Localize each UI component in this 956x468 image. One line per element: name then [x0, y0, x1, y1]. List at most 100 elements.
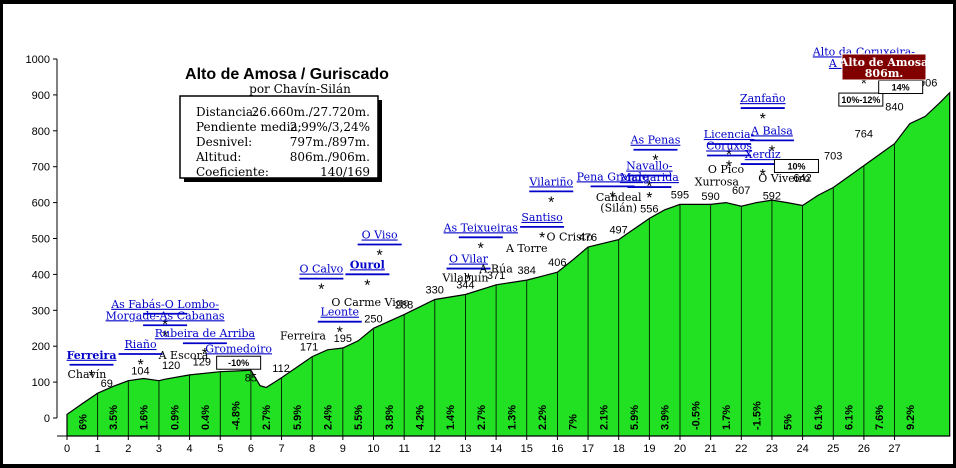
- altitude-label: 406: [548, 257, 566, 269]
- y-tick-label: 200: [32, 341, 50, 353]
- profile-fill: [66, 91, 951, 437]
- place-name-blue: As Teixueiras: [443, 221, 519, 234]
- gradient-label: 2.1%: [598, 405, 610, 430]
- place-star: *: [652, 153, 658, 170]
- altitude-label: 104: [131, 366, 149, 378]
- gradient-label: 1.4%: [445, 405, 457, 430]
- callout-box: [216, 355, 262, 370]
- place-name-blue: As Penas: [630, 134, 681, 147]
- gradient-label: 6%: [77, 414, 89, 430]
- altitude-label: 112: [272, 363, 290, 375]
- x-tick-label: 8: [309, 443, 315, 455]
- gradient-label: 3.5%: [108, 405, 120, 430]
- place-star: *: [646, 190, 652, 207]
- altitude-label: 129: [193, 357, 211, 369]
- y-tick-label: 0: [44, 413, 50, 425]
- place-star: *: [318, 282, 324, 299]
- info-row-label: Distancia:: [196, 105, 257, 119]
- place-name-blue: Leonte: [321, 306, 359, 319]
- summit-badge: Alto de Amosa 806m.: [839, 53, 928, 81]
- x-tick-label: 23: [766, 443, 778, 455]
- x-tick-label: 4: [187, 443, 193, 455]
- profile-marks: 6% 3.5% 1.6% 0.9% 0.4% -4.8% 2.7% 5.9% 2.4% 5.5% 3…: [77, 78, 937, 436]
- place-name-blue: Margarida: [620, 171, 679, 184]
- x-tick-label: 18: [613, 443, 625, 455]
- place-name-black: A Torre: [505, 242, 548, 255]
- callout-text: 10%: [787, 161, 805, 171]
- gradient-label: 0.9%: [169, 405, 181, 430]
- info-row-label: Coeficiente:: [196, 165, 269, 179]
- place-name-blue: Vilariño: [528, 175, 573, 188]
- y-tick-label: 900: [32, 90, 50, 102]
- place-name-black: Xurrosa: [695, 175, 740, 188]
- summit-name: Alto de Amosa: [839, 56, 928, 69]
- info-row-label: Desnivel:: [196, 135, 252, 149]
- info-row-value: 797m./897m.: [290, 135, 370, 149]
- place-star: *: [236, 361, 242, 378]
- info-box: Distancia:26.660m./27.720m.Pendiente med…: [179, 95, 382, 182]
- altitude-label: 69: [101, 378, 113, 390]
- place-name-blue: Santiso: [521, 211, 563, 224]
- place-star: *: [162, 328, 168, 345]
- place-star: *: [364, 277, 370, 294]
- place-star: *: [760, 111, 766, 128]
- altitude-label: 497: [609, 225, 627, 237]
- callout-text: 10%-12%: [841, 95, 880, 105]
- place-name-black: Candeal: [596, 191, 642, 204]
- altitude-label: 195: [334, 333, 352, 345]
- x-tick-label: 1: [95, 443, 101, 455]
- info-row-label: Altitud:: [195, 150, 241, 164]
- x-tick-label: 7: [278, 443, 284, 455]
- place-name-black: O Carme Vigo: [331, 296, 409, 309]
- x-tick-label: 26: [858, 443, 870, 455]
- altitude-label: 120: [162, 360, 180, 372]
- info-box-panel: [179, 95, 379, 179]
- y-tick-label: 600: [32, 198, 50, 210]
- altitude-label: 590: [701, 191, 719, 203]
- gradient-label: 9.2%: [905, 405, 917, 430]
- gradient-label: 2.2%: [537, 405, 549, 430]
- place-name-blue: Coruxos: [706, 139, 752, 152]
- x-tick-label: 6: [248, 443, 254, 455]
- x-tick-label: 11: [398, 443, 409, 455]
- y-tick-label: 300: [32, 305, 50, 317]
- gradient-label: 1.7%: [721, 405, 733, 430]
- x-tick-label: 27: [888, 443, 900, 455]
- place-name-blue: Pena Grande: [577, 170, 649, 183]
- place-name-blue: Gromedoiro: [205, 342, 272, 355]
- altitude-label: 592: [763, 190, 781, 202]
- place-name-blue: O Calvo: [299, 263, 343, 276]
- summit-altitude: 806m.: [865, 67, 903, 80]
- place-name-blue: Riaño: [125, 338, 157, 351]
- place-name-blue: A Balsa: [750, 124, 793, 137]
- place-name-black: Chavín: [67, 368, 106, 381]
- place-star: *: [137, 357, 143, 374]
- place-star: *: [377, 248, 383, 265]
- gradient-label: 2.7%: [261, 405, 273, 430]
- gradient-label: 1.3%: [506, 405, 518, 430]
- place-name-blue: As Fabás-O Lombo-: [110, 298, 219, 311]
- place-name-black: A Escora: [158, 349, 209, 362]
- gradient-label: -4.8%: [231, 401, 243, 430]
- place-name-black: O Viveiro: [758, 172, 810, 185]
- chart-subtitle: por Chavín-Silán: [249, 82, 351, 96]
- place-name-blue: Morgade-As Cabanas: [106, 309, 225, 322]
- altitude-label: 607: [732, 185, 750, 197]
- place-name-blue: Navallo-: [626, 160, 673, 173]
- x-tick-label: 5: [217, 443, 223, 455]
- place-star: *: [609, 189, 615, 206]
- place-star: *: [88, 368, 94, 385]
- y-tick-label: 700: [32, 162, 50, 174]
- place-name-blue: Ferreira: [67, 349, 117, 362]
- place-name-black: A Rúa: [478, 263, 513, 276]
- altitude-label: 703: [824, 151, 842, 163]
- gradient-label: 5%: [782, 414, 794, 430]
- x-tick-label: 3: [156, 443, 162, 455]
- place-name-blue: Zanfaño: [740, 92, 786, 105]
- gradient-label: 5.9%: [292, 405, 304, 430]
- altitude-label: 330: [426, 285, 444, 297]
- altitude-label: 384: [517, 265, 535, 277]
- gradient-label: 0.4%: [200, 405, 212, 430]
- place-star: *: [202, 346, 208, 363]
- gradient-label: 2.7%: [476, 405, 488, 430]
